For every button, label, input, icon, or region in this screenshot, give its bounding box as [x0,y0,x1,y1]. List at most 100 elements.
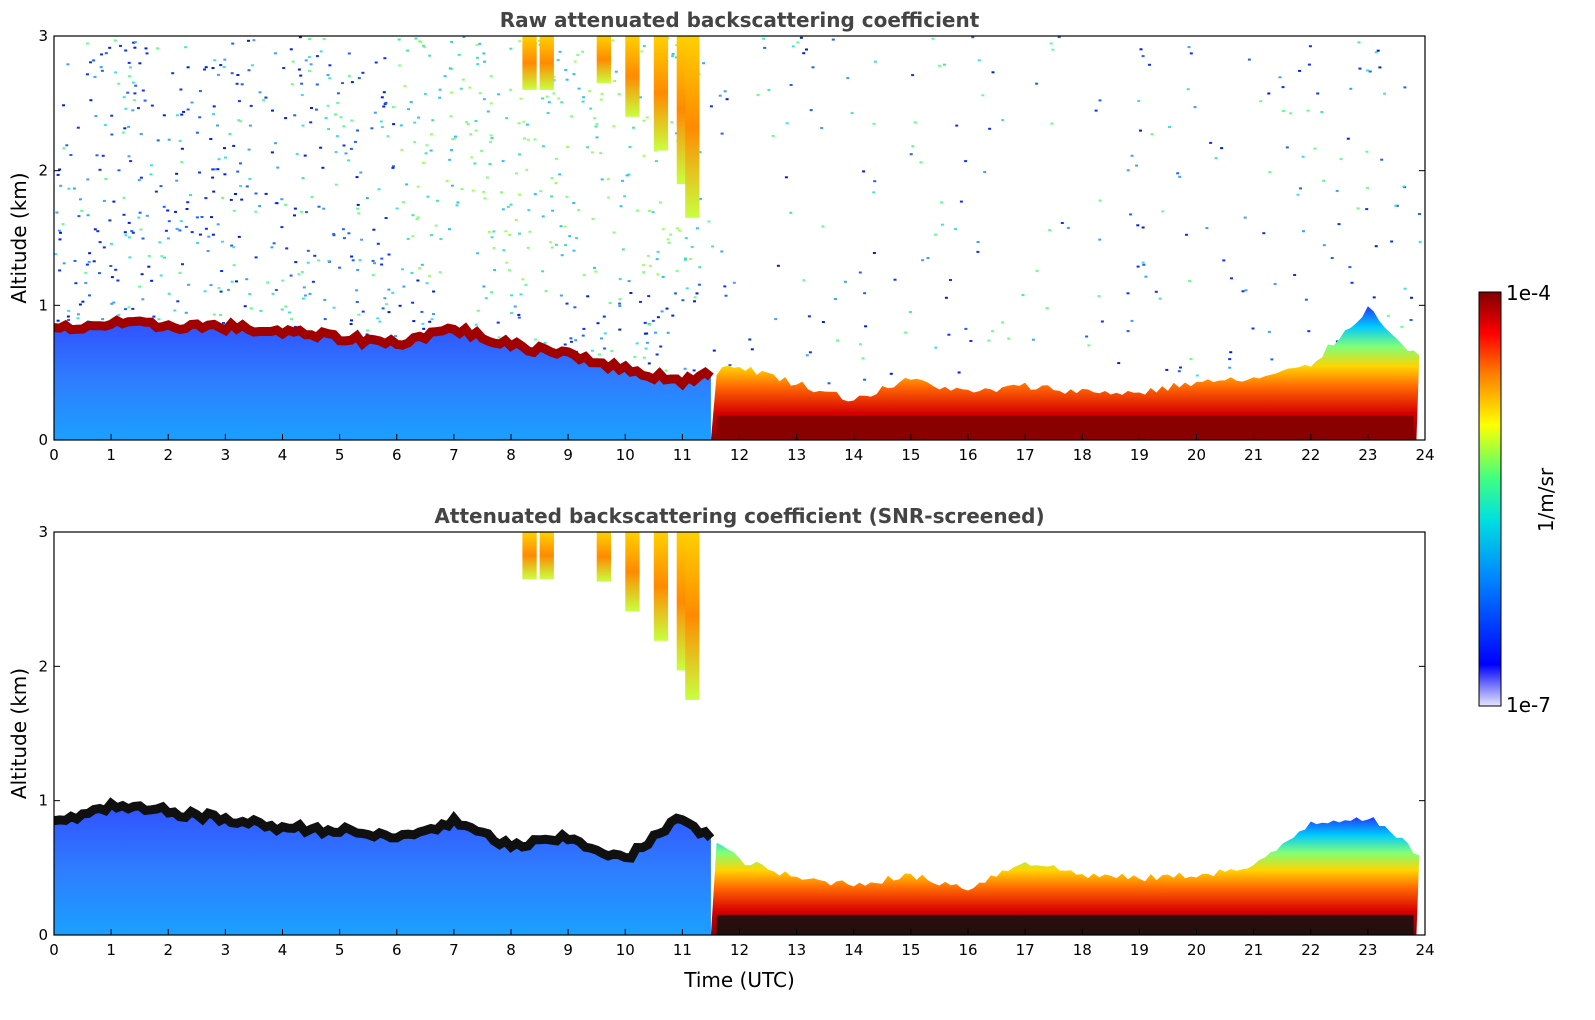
noise-speckle [1193,106,1197,109]
noise-speckle [350,119,354,122]
noise-speckle [821,225,825,228]
noise-speckle [608,302,612,304]
noise-speckle [642,356,646,359]
convective-boundary-layer [710,306,1420,440]
noise-speckle [1247,58,1251,61]
noise-speckle [149,173,153,176]
noise-speckle [230,280,234,283]
noise-speckle [76,126,80,129]
noise-speckle [189,194,192,196]
noise-speckle [311,280,315,283]
x-tick-label: 11 [673,941,692,959]
noise-speckle [57,229,61,232]
x-tick-label: 21 [1244,941,1263,959]
noise-speckle [395,207,399,210]
noise-speckle [660,310,664,313]
noise-speckle [1299,187,1302,190]
noise-speckle [1130,319,1134,322]
noise-speckle [603,347,607,350]
noise-speckle [454,135,457,138]
noise-speckle [114,268,118,271]
noise-speckle [1185,233,1188,236]
noise-speckle [356,269,360,271]
noise-speckle [387,288,391,291]
noise-speckle [332,306,336,309]
noise-speckle [383,57,387,60]
noise-speckle [873,60,877,63]
noise-speckle [893,278,897,281]
x-tick-label: 23 [1358,941,1377,959]
noise-speckle [334,113,337,116]
noise-speckle [820,127,824,129]
noise-speckle [322,207,326,210]
noise-speckle [110,114,114,117]
noise-speckle [577,209,581,211]
noise-speckle [518,153,521,156]
noise-speckle [247,69,251,72]
noise-speckle [1085,335,1089,338]
noise-speckle [448,158,452,161]
noise-speckle [229,198,233,201]
noise-speckle [478,92,482,95]
noise-speckle [490,236,494,239]
noise-speckle [110,133,114,136]
noise-speckle [284,305,288,308]
noise-speckle [582,327,586,330]
noise-speckle [384,101,388,104]
noise-speckle [249,104,253,107]
noise-speckle [655,353,659,356]
noise-speckle [533,138,537,141]
noise-speckle [122,196,126,199]
noise-speckle [232,209,236,212]
noise-speckle [418,267,422,269]
noise-speckle [416,216,420,219]
noise-speckle [336,101,340,104]
x-tick-label: 16 [958,941,977,959]
noise-speckle [266,281,270,284]
noise-speckle [490,291,493,294]
noise-speckle [517,316,521,319]
noise-speckle [693,300,696,303]
noise-speckle [98,168,102,171]
noise-speckle [522,120,526,123]
noise-speckle [101,318,105,321]
noise-speckle [126,91,130,94]
noise-speckle [1366,186,1370,189]
noise-speckle [357,313,361,316]
noise-speckle [386,135,390,138]
noise-speckle [280,308,284,311]
noise-speckle [964,160,968,163]
noise-speckle [449,91,453,94]
noise-speckle [284,117,288,120]
noise-speckle [371,259,375,262]
y-tick-label: 1 [38,792,48,810]
noise-speckle [355,301,359,303]
noise-speckle [308,292,312,295]
noise-speckle [422,161,425,164]
noise-speckle [380,263,384,266]
noise-speckle [921,259,925,262]
noise-speckle [332,233,336,236]
noise-speckle [654,331,657,334]
noise-speckle [589,107,593,110]
noise-speckle [623,195,627,198]
noise-speckle [1400,325,1404,328]
noise-speckle [1060,222,1064,224]
noise-speckle [413,141,417,143]
noise-speckle [195,131,199,134]
noise-speckle [376,242,380,245]
colorbar-max-label: 1e-4 [1506,281,1551,305]
noise-speckle [195,216,199,219]
noise-speckle [356,203,360,206]
noise-speckle [1001,119,1005,122]
noise-speckle [428,320,432,323]
noise-speckle [407,108,410,111]
noise-speckle [376,317,380,320]
noise-speckle [796,41,800,44]
noise-speckle [137,179,141,182]
noise-speckle [301,177,305,179]
noise-speckle [791,45,795,48]
noise-speckle [1241,290,1245,293]
noise-speckle [131,81,135,84]
y-tick-label: 2 [38,657,48,675]
